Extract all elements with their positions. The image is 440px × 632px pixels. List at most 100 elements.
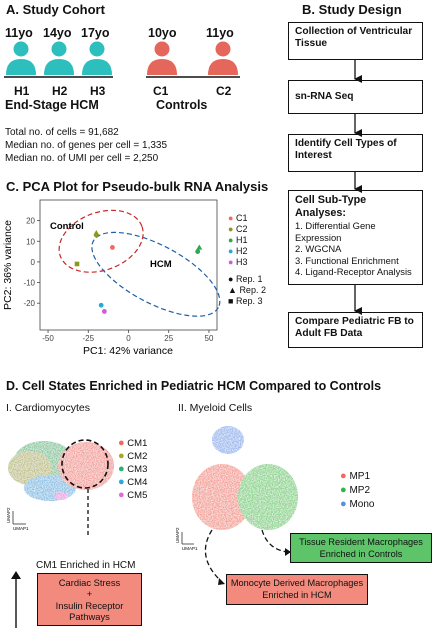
pathways-line: Pathways xyxy=(69,610,110,622)
legend-cm2-label: CM2 xyxy=(127,451,148,462)
tissue-resident-line1: Tissue Resident Macrophages xyxy=(299,537,423,547)
legend-cm1: ● CM1 xyxy=(118,437,147,450)
step-collection-label: Collection of Ventricular Tissue xyxy=(295,26,413,49)
legend-cm1-label: CM1 xyxy=(127,438,148,449)
panel-c-title: C. PCA Plot for Pseudo-bulk RNA Analysis xyxy=(6,179,269,194)
step-collection: Collection of Ventricular Tissue xyxy=(288,22,423,60)
monocyte-derived-box: Monocyte Derived Macrophages Enriched in… xyxy=(226,574,368,605)
legend-h3-dot: ● xyxy=(228,257,234,267)
pca-xtick-label: 0 xyxy=(126,334,131,343)
step-compare-label: Compare Pediatric FB to Adult FB Data xyxy=(295,316,414,339)
pca-ytick-label: 10 xyxy=(26,237,35,246)
legend-rep1-label: Rep. 1 xyxy=(235,274,263,284)
hcm-age-2: 14yo xyxy=(43,26,72,40)
subtype-item-4: 4. Ligand-Receptor Analysis xyxy=(295,266,412,277)
control-id-1: C1 xyxy=(153,84,169,98)
cohort-people-figure xyxy=(4,41,240,78)
step-compare: Compare Pediatric FB to Adult FB Data xyxy=(288,312,423,348)
subtype-item-3: 3. Functional Enrichment xyxy=(295,254,399,266)
circle-icon: ● xyxy=(228,274,234,284)
legend-h2-label: H2 xyxy=(235,246,248,256)
myeloid-umap: UMAP2 UMAP1 xyxy=(175,426,298,585)
person-icon-c1 xyxy=(147,41,177,75)
panel-b-title: B. Study Design xyxy=(302,2,402,17)
cardio-umap2-label: UMAP2 xyxy=(6,507,11,523)
legend-mp2-label: MP2 xyxy=(349,485,370,496)
square-icon: ■ xyxy=(228,296,234,306)
cm5-cluster xyxy=(54,492,68,500)
hcm-ellipse-label: HCM xyxy=(150,259,172,270)
legend-c2-dot: ● xyxy=(228,224,234,234)
pca-ytick-label: 0 xyxy=(31,258,36,267)
insulin-receptor-line: Insulin Receptor xyxy=(55,599,124,611)
sample-legend: ● C1 ● C2 ● H1 ● H2 ● H3 ● Rep. 1 ▲ Rep.… xyxy=(228,213,266,307)
legend-cm3-dot: ● xyxy=(118,463,125,475)
legend-c2: ● C2 xyxy=(228,224,266,235)
pca-ylabel: PC2: 36% variance xyxy=(2,220,14,310)
legend-h1: ● H1 xyxy=(228,235,266,246)
legend-rep3-label: Rep. 3 xyxy=(235,296,263,306)
legend-h3-label: H3 xyxy=(235,257,248,267)
control-group-label: Controls xyxy=(156,98,208,112)
hcm-id-2: H2 xyxy=(52,84,68,98)
subtype-item-2: 2. WGCNA xyxy=(295,243,342,254)
pca-plot-frame xyxy=(39,199,218,331)
pca-xtick-label: 25 xyxy=(164,334,173,343)
legend-cm4-dot: ● xyxy=(118,476,125,488)
stat-median-genes: Median no. of genes per cell = 1,335 xyxy=(5,140,168,151)
legend-mono-label: Mono xyxy=(349,499,375,510)
cm1-enriched-label: CM1 Enriched in HCM xyxy=(36,560,136,571)
control-age-2: 11yo xyxy=(206,26,234,40)
tissue-resident-line2: Enriched in Controls xyxy=(319,548,403,559)
stat-median-umi: Median no. of UMI per cell = 2,250 xyxy=(5,153,159,164)
person-icon-c2 xyxy=(208,41,238,75)
step-snrna-label: sn-RNA Seq xyxy=(295,91,354,102)
pca-point-h1-circle xyxy=(195,249,201,254)
pca-ytick-label: -10 xyxy=(23,279,35,288)
legend-rep1: ● Rep. 1 xyxy=(228,274,266,285)
legend-cm3-label: CM3 xyxy=(127,464,148,475)
cardio-subtitle: I. Cardiomyocytes xyxy=(6,402,91,414)
legend-h1-dot: ● xyxy=(228,235,234,245)
legend-mono: ● Mono xyxy=(340,498,374,512)
cm1-highlight-circle xyxy=(61,439,109,489)
legend-h2-dot: ● xyxy=(228,246,234,256)
cardio-umap: UMAP2 UMAP1 xyxy=(6,439,114,536)
legend-cm1-dot: ● xyxy=(118,437,125,449)
cardio-legend: ● CM1 ● CM2 ● CM3 ● CM4 ● CM5 xyxy=(118,437,147,502)
legend-mp1-label: MP1 xyxy=(349,471,370,482)
monocyte-derived-line1: Monocyte Derived Macrophages xyxy=(230,578,364,588)
stat-total-cells: Total no. of cells = 91,682 xyxy=(5,127,119,138)
person-icon-h1 xyxy=(6,41,36,75)
myeloid-umap1-label: UMAP1 xyxy=(182,546,198,551)
mono-cluster xyxy=(212,426,244,454)
legend-rep3: ■ Rep. 3 xyxy=(228,296,266,307)
legend-h3: ● H3 xyxy=(228,257,266,268)
legend-mp1: ● MP1 xyxy=(340,470,374,484)
cardiac-stress-box: Cardiac Stress + Insulin Receptor Pathwa… xyxy=(37,573,142,626)
cardiac-stress-line: Cardiac Stress xyxy=(58,577,121,588)
pca-plot: -50 -25 0 25 50 -20 -10 0 10 20 Control HCM PC1:… xyxy=(2,199,221,355)
panel-d-title: D. Cell States Enriched in Pediatric HCM… xyxy=(6,379,382,393)
legend-c1-label: C1 xyxy=(235,213,248,223)
myeloid-subtitle: II. Myeloid Cells xyxy=(178,402,253,414)
control-id-2: C2 xyxy=(216,84,232,98)
resident-arrow xyxy=(261,529,289,553)
legend-cm5-label: CM5 xyxy=(127,490,148,501)
hcm-id-3: H3 xyxy=(90,84,106,98)
pca-xtick-label: -25 xyxy=(82,334,94,343)
myeloid-legend: ● MP1 ● MP2 ● Mono xyxy=(340,470,374,512)
panel-a-title: A. Study Cohort xyxy=(6,2,105,17)
monocyte-arrow xyxy=(204,529,223,583)
step-subtype: Cell Sub-Type Analyses: 1. Differential … xyxy=(288,190,423,285)
pca-point-h2-circle xyxy=(98,302,104,308)
legend-rep2: ▲ Rep. 2 xyxy=(228,285,266,296)
pca-xlabel: PC1: 42% variance xyxy=(83,345,173,355)
legend-cm5-dot: ● xyxy=(118,489,125,501)
mp1-cluster xyxy=(192,464,252,530)
flow-arrows xyxy=(354,60,362,315)
step-subtype-label: Cell Sub-Type Analyses: xyxy=(295,194,367,219)
legend-cm3: ● CM3 xyxy=(118,463,147,476)
pca-xtick-label: -50 xyxy=(42,334,54,343)
pca-ytick-label: -20 xyxy=(23,299,35,308)
